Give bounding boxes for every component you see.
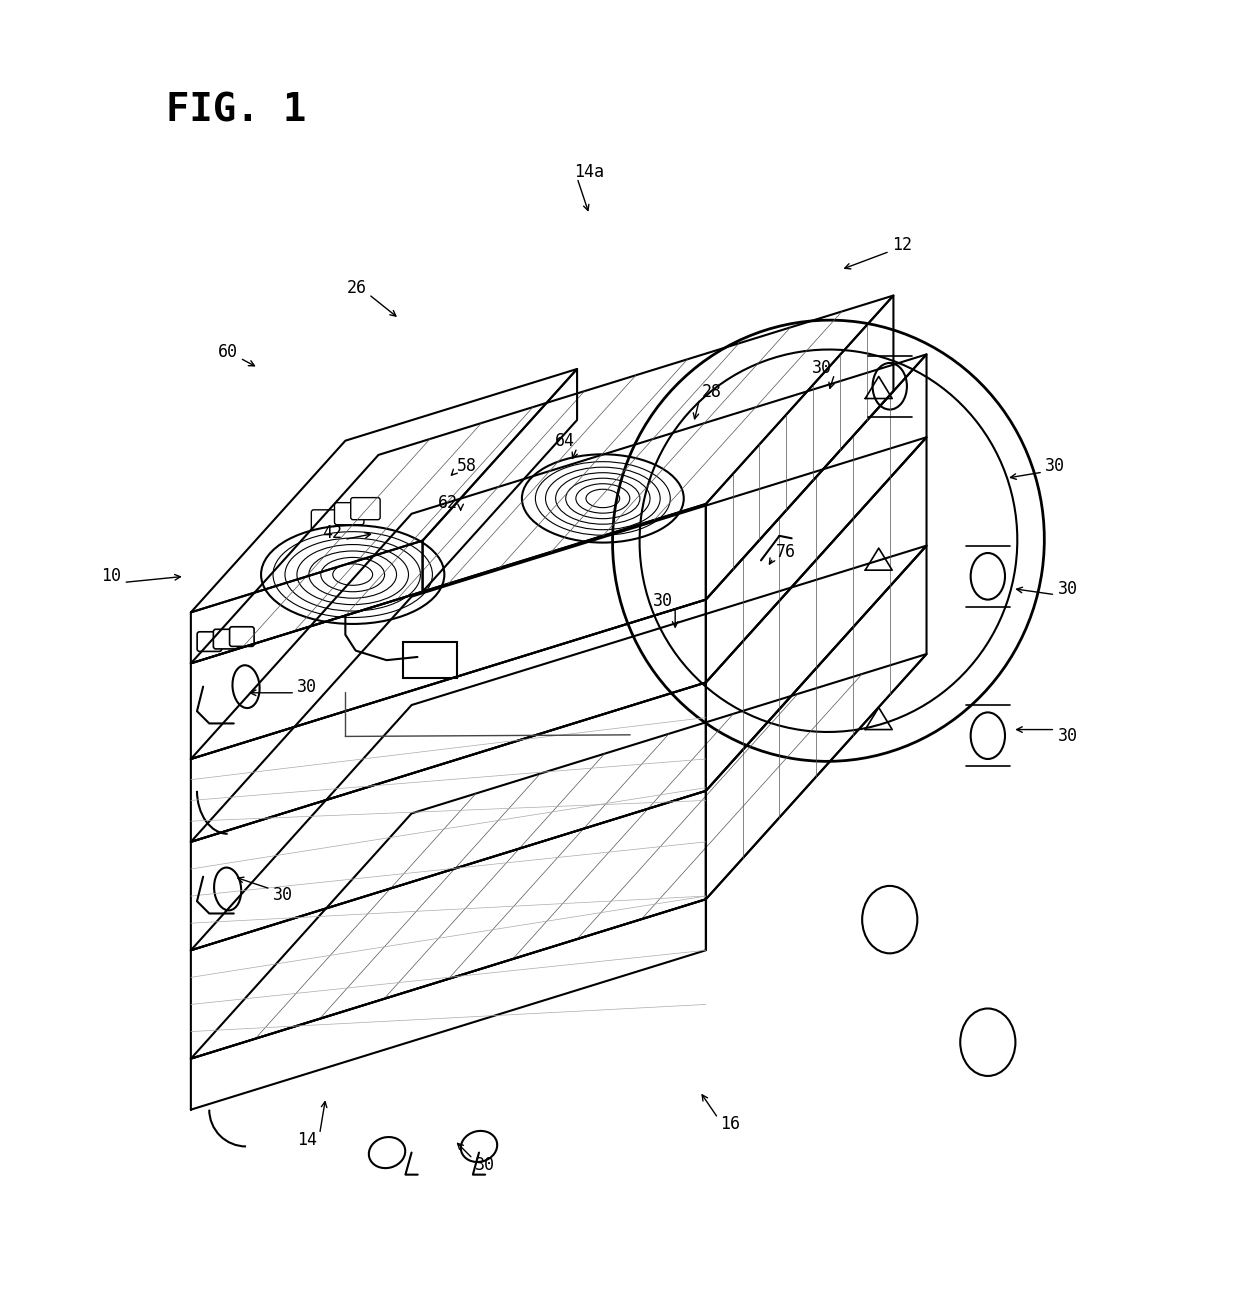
Text: 14: 14 — [298, 1131, 317, 1149]
Ellipse shape — [960, 1009, 1016, 1076]
Ellipse shape — [232, 665, 259, 708]
Text: 12: 12 — [892, 236, 911, 255]
Text: 62: 62 — [439, 493, 459, 512]
Text: 10: 10 — [102, 567, 122, 585]
Ellipse shape — [461, 1131, 497, 1162]
Text: 60: 60 — [218, 342, 238, 361]
FancyBboxPatch shape — [311, 510, 341, 531]
Text: 30: 30 — [1058, 727, 1078, 745]
FancyBboxPatch shape — [351, 497, 381, 520]
Ellipse shape — [971, 712, 1004, 760]
Text: 26: 26 — [346, 279, 366, 297]
Ellipse shape — [862, 886, 918, 954]
Text: FIG. 1: FIG. 1 — [166, 92, 306, 130]
FancyBboxPatch shape — [335, 502, 363, 525]
Text: 76: 76 — [775, 543, 796, 560]
Text: 64: 64 — [554, 433, 575, 450]
Ellipse shape — [215, 867, 242, 911]
FancyBboxPatch shape — [197, 632, 222, 652]
Text: 30: 30 — [1045, 457, 1065, 475]
Text: 30: 30 — [1058, 580, 1078, 597]
Text: 30: 30 — [812, 359, 832, 377]
Text: 42: 42 — [322, 525, 342, 542]
Text: 14a: 14a — [574, 163, 604, 181]
Text: 30: 30 — [653, 592, 673, 610]
Ellipse shape — [368, 1138, 405, 1168]
Text: 30: 30 — [475, 1156, 495, 1174]
Text: 58: 58 — [456, 457, 476, 475]
Ellipse shape — [522, 454, 683, 543]
Ellipse shape — [262, 525, 444, 625]
Text: 30: 30 — [273, 886, 293, 904]
Ellipse shape — [873, 363, 906, 409]
FancyBboxPatch shape — [213, 630, 238, 649]
FancyBboxPatch shape — [229, 627, 254, 647]
FancyBboxPatch shape — [403, 643, 456, 678]
Ellipse shape — [971, 552, 1004, 600]
Text: 16: 16 — [720, 1115, 740, 1134]
Text: 30: 30 — [298, 678, 317, 695]
Text: 28: 28 — [702, 383, 722, 401]
